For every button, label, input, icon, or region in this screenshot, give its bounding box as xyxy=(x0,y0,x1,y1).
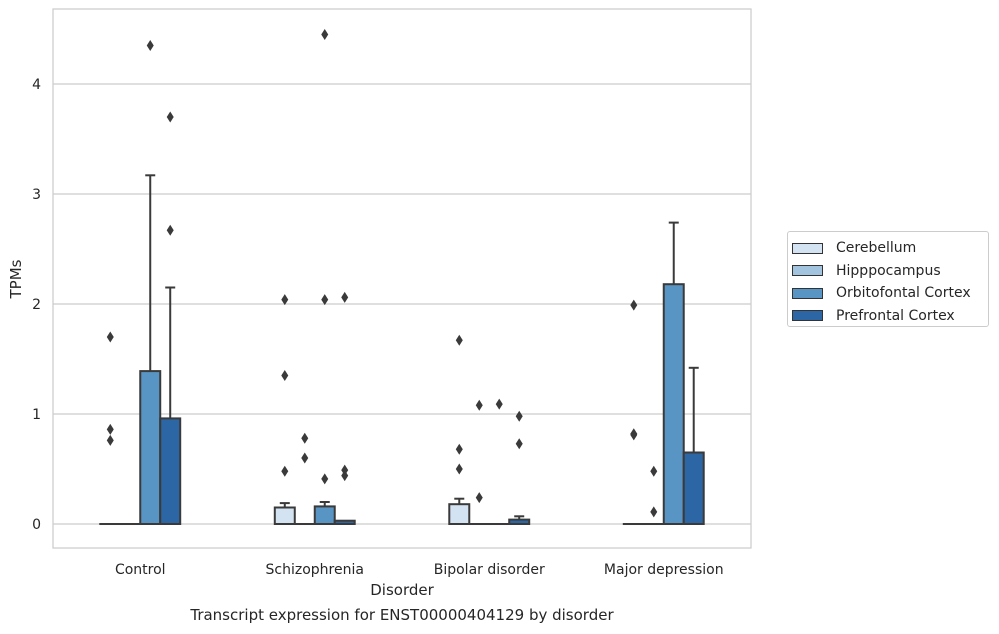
outlier-point xyxy=(281,465,289,477)
bar-chart: 0 1 2 3 4 Control Schizophrenia Bipolar disord… xyxy=(7,8,752,599)
outlier-point xyxy=(455,463,463,475)
bar xyxy=(159,417,182,525)
bar xyxy=(139,370,162,525)
y-tick-label: 1 xyxy=(32,407,41,423)
outlier-point xyxy=(515,438,523,450)
legend-swatch xyxy=(792,265,823,277)
outlier-point xyxy=(630,428,638,440)
outlier-points xyxy=(106,29,658,518)
bars xyxy=(99,283,705,526)
outlier-point xyxy=(650,465,658,477)
outlier-point xyxy=(166,224,174,236)
legend-swatch xyxy=(792,310,823,322)
outlier-point xyxy=(321,29,329,40)
bar xyxy=(508,518,531,525)
outlier-point xyxy=(146,40,154,51)
x-tick-label: Major depression xyxy=(604,562,724,578)
x-tick-label: Control xyxy=(115,562,166,578)
outlier-point xyxy=(321,294,329,306)
legend-label: Hipppocampus xyxy=(836,262,941,279)
legend-item-hippocampus: Hipppocampus xyxy=(792,260,988,283)
legend-label: Prefrontal Cortex xyxy=(836,307,955,324)
x-tick-labels: Control Schizophrenia Bipolar disorder Majo… xyxy=(115,562,724,578)
legend-item-prefrontal-cortex: Prefrontal Cortex xyxy=(792,305,988,328)
legend-swatch xyxy=(792,287,823,299)
x-axis-label: Disorder xyxy=(370,581,434,599)
y-axis-label: TPMs xyxy=(7,259,25,299)
outlier-point xyxy=(455,334,463,346)
bar xyxy=(448,503,471,526)
outlier-point xyxy=(281,294,289,306)
x-tick-label: Schizophrenia xyxy=(266,562,364,578)
outlier-point xyxy=(650,506,658,518)
bar xyxy=(662,283,685,526)
legend-label: Cerebellum xyxy=(836,240,917,257)
outlier-point xyxy=(166,111,174,123)
bar xyxy=(273,506,296,525)
y-tick-label: 3 xyxy=(32,187,41,203)
outlier-point xyxy=(106,331,114,343)
outlier-point xyxy=(321,473,329,485)
outlier-point xyxy=(475,492,483,504)
outlier-point xyxy=(301,432,309,444)
plot-frame xyxy=(52,8,752,549)
outlier-point xyxy=(281,370,289,381)
y-tick-label: 2 xyxy=(32,297,41,313)
outlier-point xyxy=(495,398,503,410)
legend-item-orbitofrontal-cortex: Orbitofontal Cortex xyxy=(792,282,988,305)
outlier-point xyxy=(341,291,349,303)
outlier-point xyxy=(515,410,523,422)
y-tick-label: 4 xyxy=(32,77,41,93)
outlier-point xyxy=(455,443,463,455)
outlier-point xyxy=(475,399,483,411)
legend-label: Orbitofontal Cortex xyxy=(836,285,971,302)
bar xyxy=(333,519,356,526)
y-tick-labels: 0 1 2 3 4 xyxy=(32,77,41,533)
bar xyxy=(313,505,336,525)
legend-item-cerebellum: Cerebellum xyxy=(792,237,988,260)
legend: Cerebellum Hipppocampus Orbitofontal Cor… xyxy=(787,231,989,327)
legend-swatch xyxy=(792,242,823,254)
bar xyxy=(682,451,705,525)
outlier-point xyxy=(630,299,638,311)
outlier-point xyxy=(301,452,309,464)
x-tick-label: Bipolar disorder xyxy=(434,562,545,578)
y-tick-label: 0 xyxy=(32,517,41,533)
chart-caption: Transcript expression for ENST0000040412… xyxy=(190,606,614,624)
outlier-point xyxy=(106,423,114,435)
error-bars xyxy=(145,174,699,520)
outlier-point xyxy=(106,434,114,446)
outlier-point xyxy=(341,464,349,476)
